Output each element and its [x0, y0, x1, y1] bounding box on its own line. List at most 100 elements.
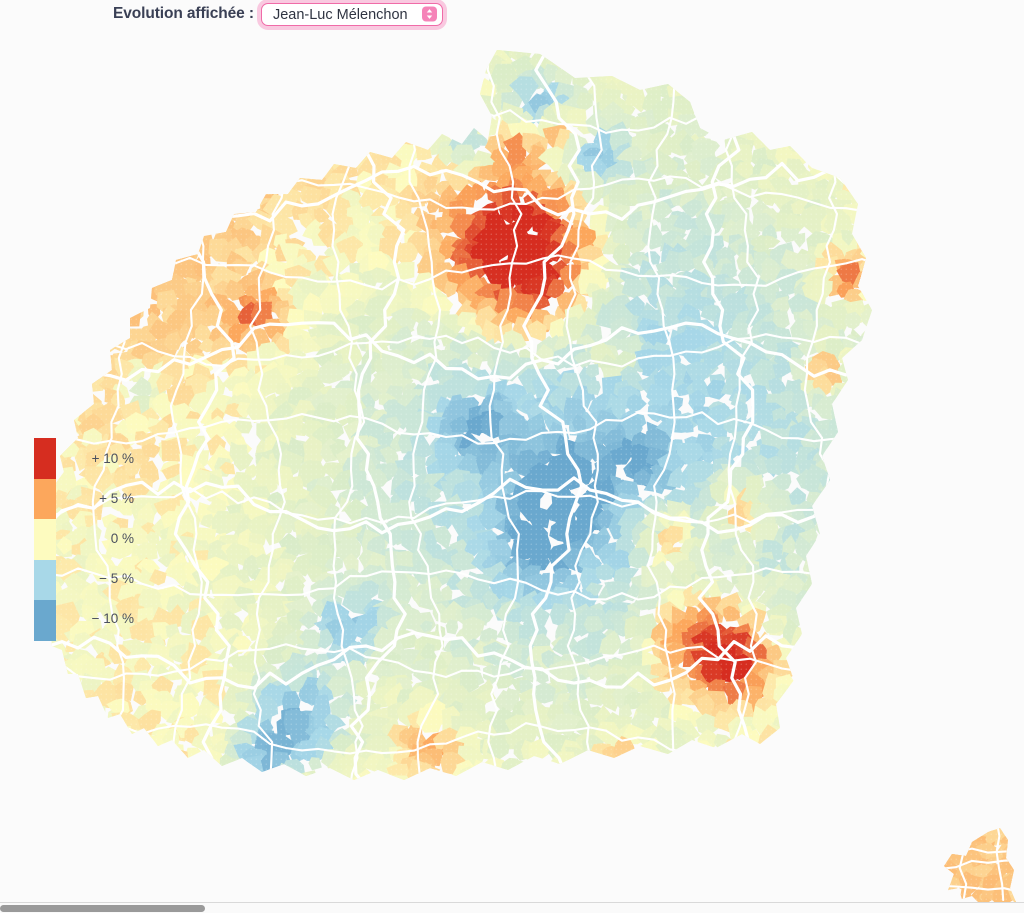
commune-cell[interactable] — [25, 97, 44, 117]
commune-cell[interactable] — [217, 114, 242, 141]
commune-cell[interactable] — [158, 785, 183, 807]
commune-cell[interactable] — [650, 28, 680, 48]
commune-cell[interactable] — [325, 128, 341, 149]
commune-cell[interactable] — [20, 648, 49, 671]
commune-cell[interactable] — [175, 228, 193, 243]
commune-cell[interactable] — [857, 556, 882, 585]
commune-cell[interactable] — [883, 784, 902, 805]
commune-cell[interactable] — [404, 99, 429, 121]
commune-cell[interactable] — [859, 604, 882, 629]
commune-cell[interactable] — [360, 111, 384, 142]
commune-cell[interactable] — [75, 181, 95, 208]
commune-cell[interactable] — [203, 113, 219, 131]
commune-cell[interactable] — [866, 131, 889, 159]
commune-cell[interactable] — [34, 655, 56, 676]
commune-cell[interactable] — [60, 318, 86, 344]
commune-cell[interactable] — [117, 189, 142, 218]
commune-cell[interactable] — [539, 789, 560, 804]
commune-cell[interactable] — [821, 38, 843, 62]
commune-cell[interactable] — [472, 48, 488, 72]
commune-cell[interactable] — [707, 109, 728, 128]
commune-cell[interactable] — [20, 697, 43, 726]
commune-cell[interactable] — [214, 183, 237, 211]
commune-cell[interactable] — [24, 329, 38, 349]
commune-cell[interactable] — [727, 50, 742, 67]
commune-cell[interactable] — [361, 784, 382, 806]
commune-cell[interactable] — [880, 572, 906, 594]
commune-cell[interactable] — [239, 48, 256, 69]
commune-cell[interactable] — [625, 797, 650, 821]
commune-cell[interactable] — [695, 783, 717, 810]
commune-cell[interactable] — [67, 784, 86, 804]
commune-cell[interactable] — [874, 440, 901, 467]
commune-cell[interactable] — [481, 796, 498, 810]
commune-cell[interactable] — [206, 771, 228, 793]
commune-cell[interactable] — [117, 256, 135, 277]
commune-cell[interactable] — [267, 800, 287, 821]
commune-cell[interactable] — [189, 209, 212, 234]
commune-cell[interactable] — [166, 43, 184, 59]
commune-cell[interactable] — [789, 126, 808, 145]
commune-cell[interactable] — [137, 172, 160, 191]
commune-cell[interactable] — [594, 32, 625, 58]
commune-cell[interactable] — [882, 142, 911, 173]
commune-cell[interactable] — [155, 775, 174, 788]
commune-cell[interactable] — [792, 44, 815, 66]
commune-cell[interactable] — [616, 803, 642, 828]
commune-cell[interactable] — [160, 41, 186, 73]
commune-cell[interactable] — [798, 603, 826, 630]
commune-cell[interactable] — [866, 791, 896, 817]
commune-cell[interactable] — [70, 328, 94, 352]
commune-cell[interactable] — [753, 91, 779, 114]
commune-cell[interactable] — [425, 111, 450, 130]
commune-cell[interactable] — [471, 28, 498, 47]
commune-cell[interactable] — [556, 792, 578, 809]
commune-cell[interactable] — [309, 123, 327, 139]
commune-cell[interactable] — [18, 220, 37, 236]
commune-cell[interactable] — [567, 39, 593, 57]
commune-cell[interactable] — [305, 37, 327, 51]
commune-cell[interactable] — [310, 75, 332, 99]
commune-cell[interactable] — [667, 42, 685, 62]
commune-cell[interactable] — [838, 493, 870, 520]
commune-cell[interactable] — [179, 216, 200, 232]
commune-cell[interactable] — [756, 744, 783, 773]
commune-cell[interactable] — [795, 703, 813, 728]
commune-cell[interactable] — [887, 623, 903, 645]
commune-cell[interactable] — [226, 136, 252, 159]
commune-cell[interactable] — [29, 96, 56, 124]
commune-cell[interactable] — [783, 737, 804, 761]
commune-cell[interactable] — [758, 34, 778, 54]
commune-cell[interactable] — [815, 50, 848, 77]
commune-cell[interactable] — [843, 708, 868, 736]
commune-cell[interactable] — [36, 370, 57, 389]
commune-cell[interactable] — [720, 70, 736, 88]
commune-cell[interactable] — [891, 127, 910, 146]
commune-cell[interactable] — [826, 126, 849, 155]
commune-cell[interactable] — [788, 681, 817, 705]
commune-cell[interactable] — [625, 790, 651, 807]
commune-cell[interactable] — [69, 160, 88, 181]
commune-cell[interactable] — [42, 706, 67, 725]
commune-cell[interactable] — [84, 298, 105, 318]
commune-cell[interactable] — [171, 75, 199, 97]
commune-cell[interactable] — [945, 834, 969, 856]
commune-cell[interactable] — [640, 47, 671, 71]
commune-cell[interactable] — [17, 162, 34, 182]
commune-cell[interactable] — [36, 236, 56, 257]
commune-cell[interactable] — [112, 778, 136, 800]
commune-cell[interactable] — [874, 166, 898, 195]
commune-cell[interactable] — [112, 175, 137, 200]
commune-cell[interactable] — [829, 31, 848, 45]
commune-cell[interactable] — [833, 50, 850, 75]
commune-cell[interactable] — [744, 796, 767, 824]
commune-cell[interactable] — [59, 389, 81, 405]
commune-cell[interactable] — [38, 749, 66, 777]
commune-cell[interactable] — [69, 773, 90, 797]
commune-cell[interactable] — [681, 46, 714, 79]
commune-cell[interactable] — [870, 630, 891, 652]
commune-cell[interactable] — [874, 670, 896, 691]
commune-cell[interactable] — [81, 97, 106, 125]
commune-cell[interactable] — [40, 116, 58, 136]
commune-cell[interactable] — [872, 687, 886, 705]
